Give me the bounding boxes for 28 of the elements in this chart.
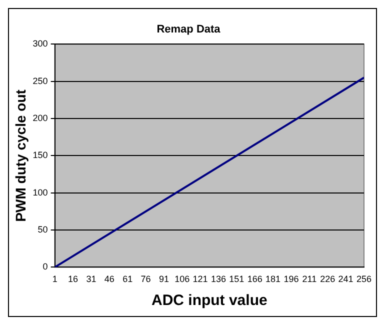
x-tick-label: 166 xyxy=(247,274,262,284)
x-tick-label: 241 xyxy=(338,274,354,284)
x-tick-label: 1 xyxy=(52,274,58,284)
y-axis-title: PWM duty cycle out xyxy=(12,89,28,222)
x-tick-label: 46 xyxy=(104,274,114,284)
y-tick-label: 250 xyxy=(32,76,48,86)
x-tick-label: 136 xyxy=(210,274,226,284)
x-tick-label: 256 xyxy=(356,274,372,284)
x-tick-label: 211 xyxy=(302,274,317,284)
y-tick-label: 50 xyxy=(38,224,48,235)
y-tick-label: 0 xyxy=(42,262,48,272)
x-tick-label: 31 xyxy=(86,274,96,284)
x-tick-label: 151 xyxy=(229,274,244,284)
y-tick-label: 200 xyxy=(32,113,48,124)
x-tick-label: 121 xyxy=(192,274,208,284)
x-tick-label: 61 xyxy=(122,274,133,284)
y-tick-label: 150 xyxy=(32,150,48,160)
x-tick-label: 106 xyxy=(174,274,190,284)
chart-title: Remap Data xyxy=(156,24,222,36)
x-tick-label: 181 xyxy=(266,274,281,284)
y-tick-label: 300 xyxy=(32,38,48,49)
x-tick-label: 76 xyxy=(140,274,151,284)
y-tick-label: 100 xyxy=(32,187,48,198)
x-tick-label: 91 xyxy=(158,274,169,284)
x-axis-title: ADC input value xyxy=(151,292,268,310)
x-tick-label: 196 xyxy=(284,274,299,284)
x-tick-label: 226 xyxy=(320,274,336,284)
x-tick-label: 16 xyxy=(68,274,78,284)
